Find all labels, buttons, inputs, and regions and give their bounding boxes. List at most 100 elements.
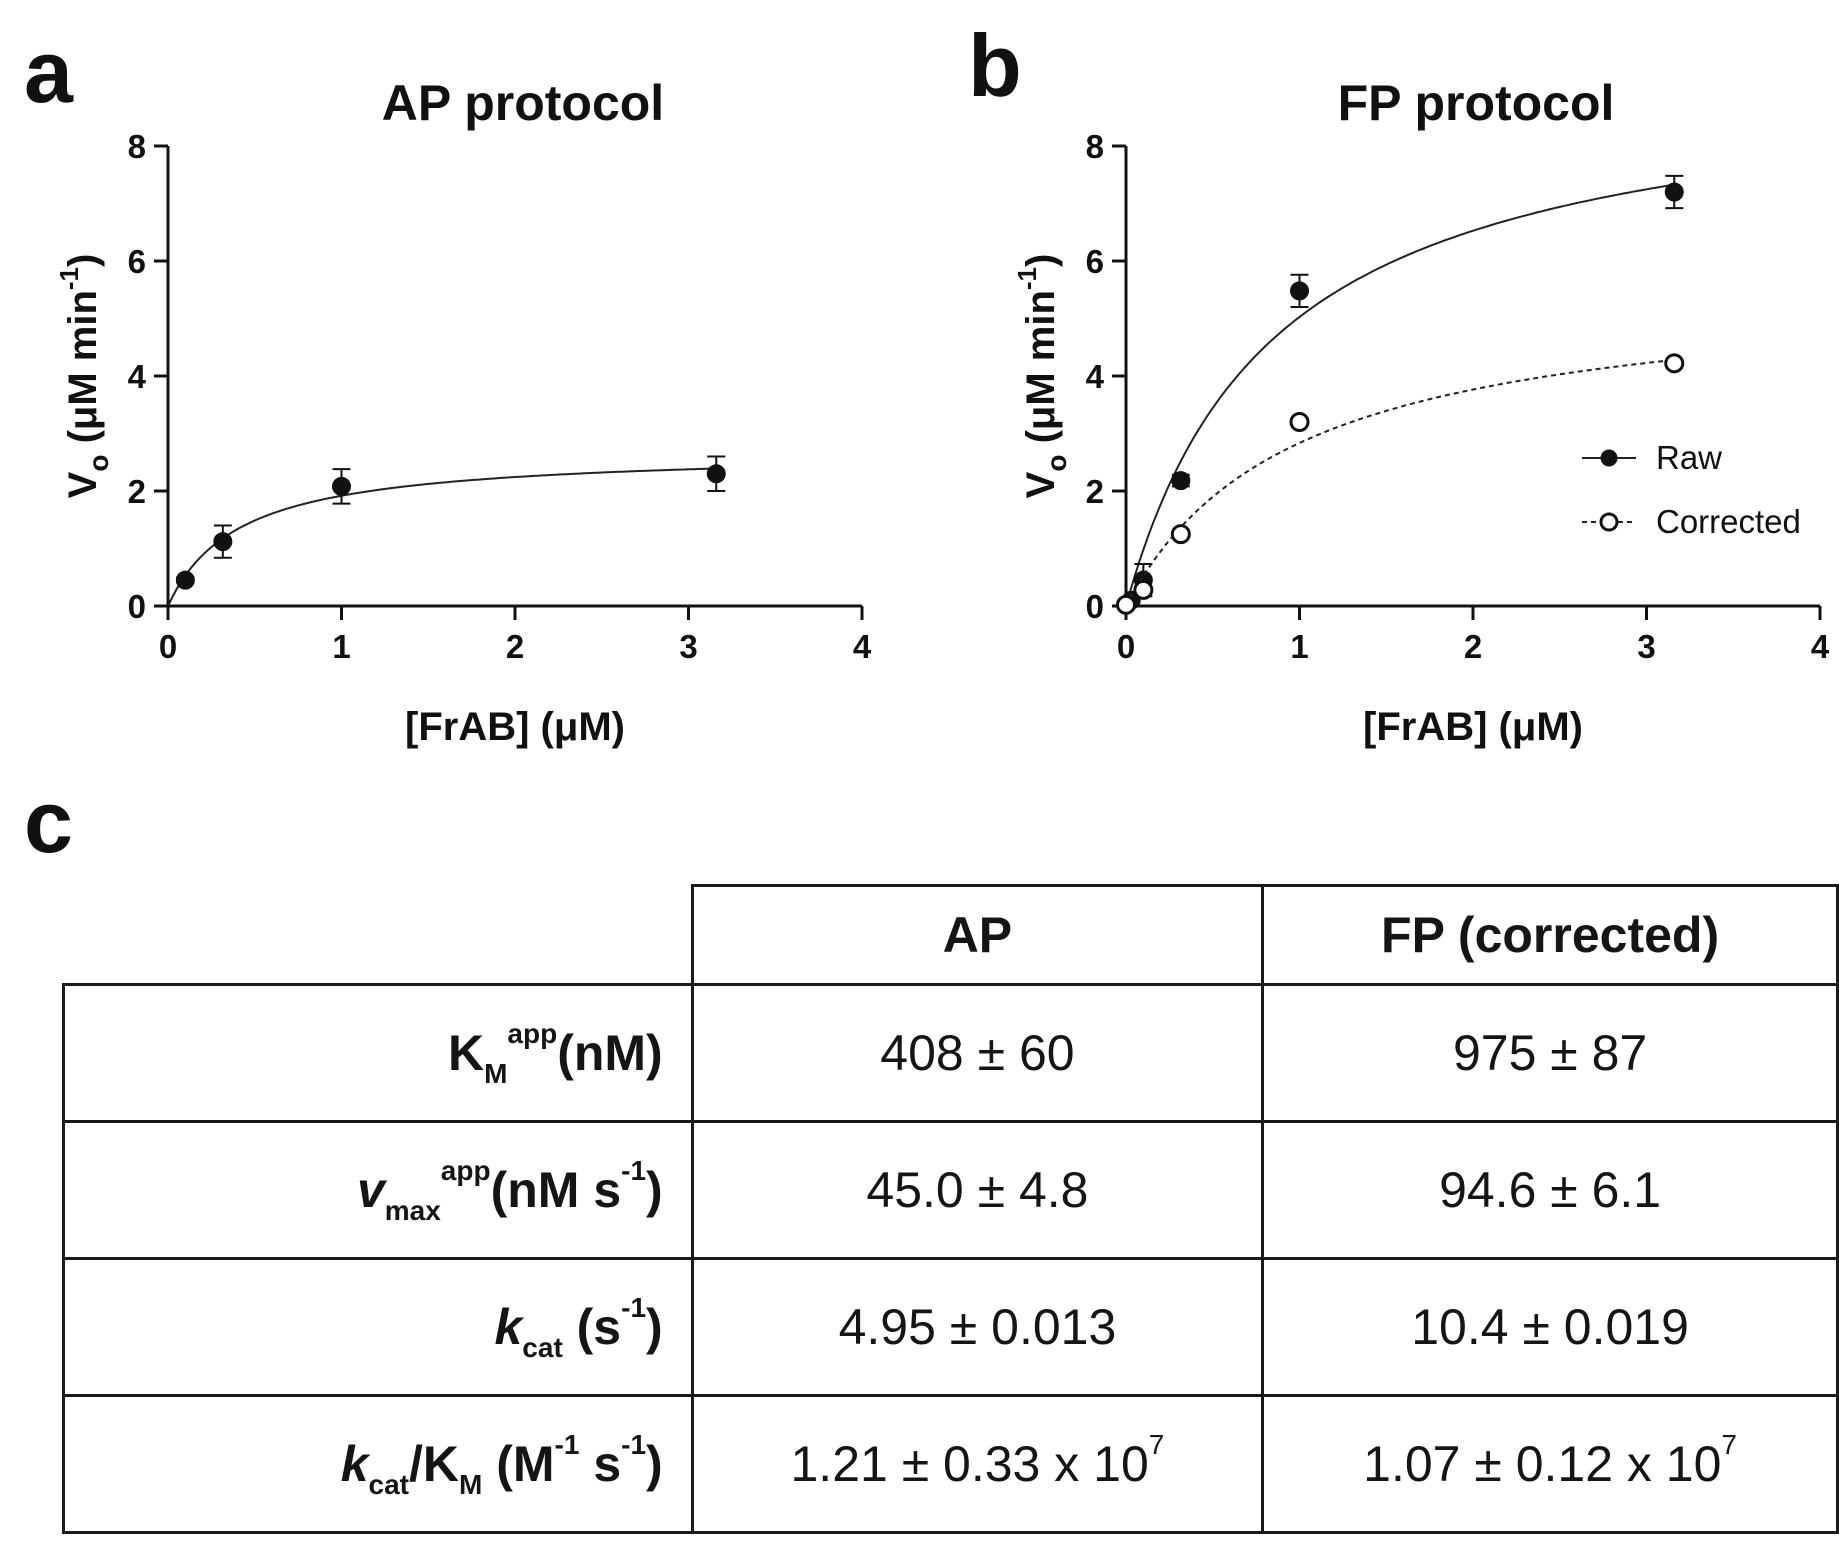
panel-label-b: b	[968, 16, 1022, 115]
param-kcat: kcat (s-1)	[62, 1257, 694, 1397]
y-tick-label: 0	[128, 588, 146, 625]
kcatkm-unit-mid: s	[579, 1436, 622, 1492]
km-fp-value: 975 ± 87	[1261, 983, 1839, 1123]
x-tick-label: 3	[679, 628, 697, 665]
x-axis-label: [FrAB] (μM)	[405, 705, 625, 749]
y-tick-label: 4	[128, 358, 147, 395]
data-point	[1170, 524, 1191, 545]
kcatkm-fp-exp: 7	[1721, 1429, 1737, 1461]
table-row-vmax: vmax app(nM s-1) 45.0 ± 4.8 94.6 ± 6.1	[62, 1120, 1839, 1260]
kcatkm-ap-exp: 7	[1148, 1429, 1165, 1461]
kcatkm-ap-value: 1.21 ± 0.33 x 107	[690, 1394, 1265, 1534]
vmax-sup: app	[440, 1155, 491, 1187]
vmax-sub: max	[384, 1194, 441, 1226]
header-ap: AP	[690, 884, 1265, 986]
table-row-kcat: kcat (s-1) 4.95 ± 0.013 10.4 ± 0.019	[62, 1257, 1839, 1397]
vmax-symbol: v	[356, 1162, 385, 1218]
y-tick-label: 0	[1086, 588, 1104, 625]
kcatkm-sub: cat	[368, 1468, 409, 1500]
vmax-fp-value: 94.6 ± 6.1	[1261, 1120, 1839, 1260]
y-tick-label: 4	[1086, 358, 1105, 395]
y-tick-label: 2	[1086, 473, 1104, 510]
table-header-row: AP FP (corrected)	[63, 884, 1839, 986]
x-tick-label: 2	[1464, 628, 1482, 665]
y-tick-label: 2	[128, 473, 146, 510]
kcatkm-unit-sup2: -1	[621, 1429, 647, 1461]
x-tick-label: 4	[853, 628, 872, 665]
data-point	[332, 476, 351, 496]
y-axis-label: Vo (μM min-1)	[54, 254, 114, 499]
vmax-ap-value: 45.0 ± 4.8	[690, 1120, 1265, 1260]
param-vmax: vmax app(nM s-1)	[62, 1120, 694, 1260]
y-tick-label: 6	[128, 243, 146, 280]
km-unit: (nM)	[557, 1025, 663, 1081]
kcatkm-unit-close: )	[646, 1436, 663, 1492]
kcatkm-fp-base: 1.07 ± 0.12 x 10	[1363, 1436, 1722, 1492]
chart-title: AP protocol	[382, 75, 664, 131]
fit-curve	[167, 467, 717, 607]
kcatkm-unit: (M	[482, 1436, 555, 1492]
kcat-symbol: k	[494, 1299, 523, 1355]
data-point	[1290, 281, 1309, 301]
x-tick-label: 2	[506, 628, 524, 665]
panel-label-a: a	[24, 22, 73, 121]
x-tick-label: 0	[1117, 628, 1135, 665]
legend-label: Raw	[1656, 439, 1722, 476]
table-row-km: KMapp(nM) 408 ± 60 975 ± 87	[62, 983, 1839, 1123]
chart-title: FP protocol	[1338, 75, 1615, 131]
kcat-ap-value: 4.95 ± 0.013	[690, 1257, 1265, 1397]
kinetics-table: AP FP (corrected) KMapp(nM) 408 ± 60 975…	[62, 884, 1839, 1534]
y-label-unit: (μM min	[61, 290, 105, 454]
fit-curve	[1125, 358, 1675, 607]
data-point	[1133, 579, 1154, 600]
km-sub: M	[484, 1057, 508, 1089]
kcat-sub: cat	[522, 1331, 563, 1363]
vmax-unit-sup: -1	[621, 1155, 647, 1187]
y-label-sub: o	[83, 455, 114, 472]
data-point	[1664, 182, 1684, 202]
x-tick-label: 0	[159, 628, 177, 665]
vmax-unit: (nM s	[490, 1162, 622, 1218]
kcatkm-sub2: M	[458, 1468, 483, 1500]
data-point	[175, 570, 195, 590]
y-tick-label: 6	[1086, 243, 1104, 280]
y-label-main: V	[1019, 471, 1063, 498]
panel-label-c: c	[24, 772, 73, 871]
kcat-unit-close: )	[646, 1299, 663, 1355]
legend-marker	[1600, 449, 1618, 467]
data-point	[1171, 471, 1191, 491]
x-tick-label: 1	[1290, 628, 1308, 665]
series-raw: Raw	[1116, 174, 1722, 615]
kcatkm-symbol: k	[340, 1436, 369, 1492]
vmax-unit-close: )	[646, 1162, 663, 1218]
y-label-sup: -1	[1012, 267, 1042, 290]
data-point	[1289, 412, 1310, 432]
series-corrected: Corrected	[1116, 353, 1801, 615]
data-point	[1664, 353, 1685, 374]
kcat-unit-sup: -1	[621, 1292, 647, 1324]
legend-label: Corrected	[1656, 503, 1801, 540]
y-label-close: )	[1019, 254, 1063, 267]
y-axis-label: Vo (μM min-1)	[1012, 254, 1072, 499]
x-tick-label: 4	[1811, 628, 1830, 665]
chart-0: AP protocol 0 1 2 3 4 0 2 4 6 8 [FrAB] (μM) Vo (μM m…	[54, 75, 872, 749]
charts-canvas: AP protocol 0 1 2 3 4 0 2 4 6 8 [FrAB] (μM) Vo (μM m…	[54, 75, 1830, 749]
kcat-fp-value: 10.4 ± 0.019	[1261, 1257, 1839, 1397]
header-fp: FP (corrected)	[1261, 884, 1839, 986]
km-ap-value: 408 ± 60	[690, 983, 1265, 1123]
table-corner	[63, 885, 694, 986]
x-tick-label: 3	[1637, 628, 1655, 665]
y-label-main: V	[61, 471, 105, 498]
data-point	[1116, 594, 1136, 615]
kcatkm-fp-value: 1.07 ± 0.12 x 107	[1261, 1394, 1839, 1534]
y-tick-label: 8	[128, 128, 146, 165]
y-label-sub: o	[1041, 455, 1072, 472]
x-tick-label: 1	[332, 628, 350, 665]
kcatkm-slash: /K	[408, 1436, 459, 1492]
y-label-close: )	[61, 254, 105, 267]
param-km: KMapp(nM)	[62, 983, 694, 1123]
data-point	[213, 532, 233, 552]
legend-marker	[1599, 512, 1619, 532]
series-ap	[167, 455, 726, 607]
kcat-unit: (s	[562, 1299, 622, 1355]
